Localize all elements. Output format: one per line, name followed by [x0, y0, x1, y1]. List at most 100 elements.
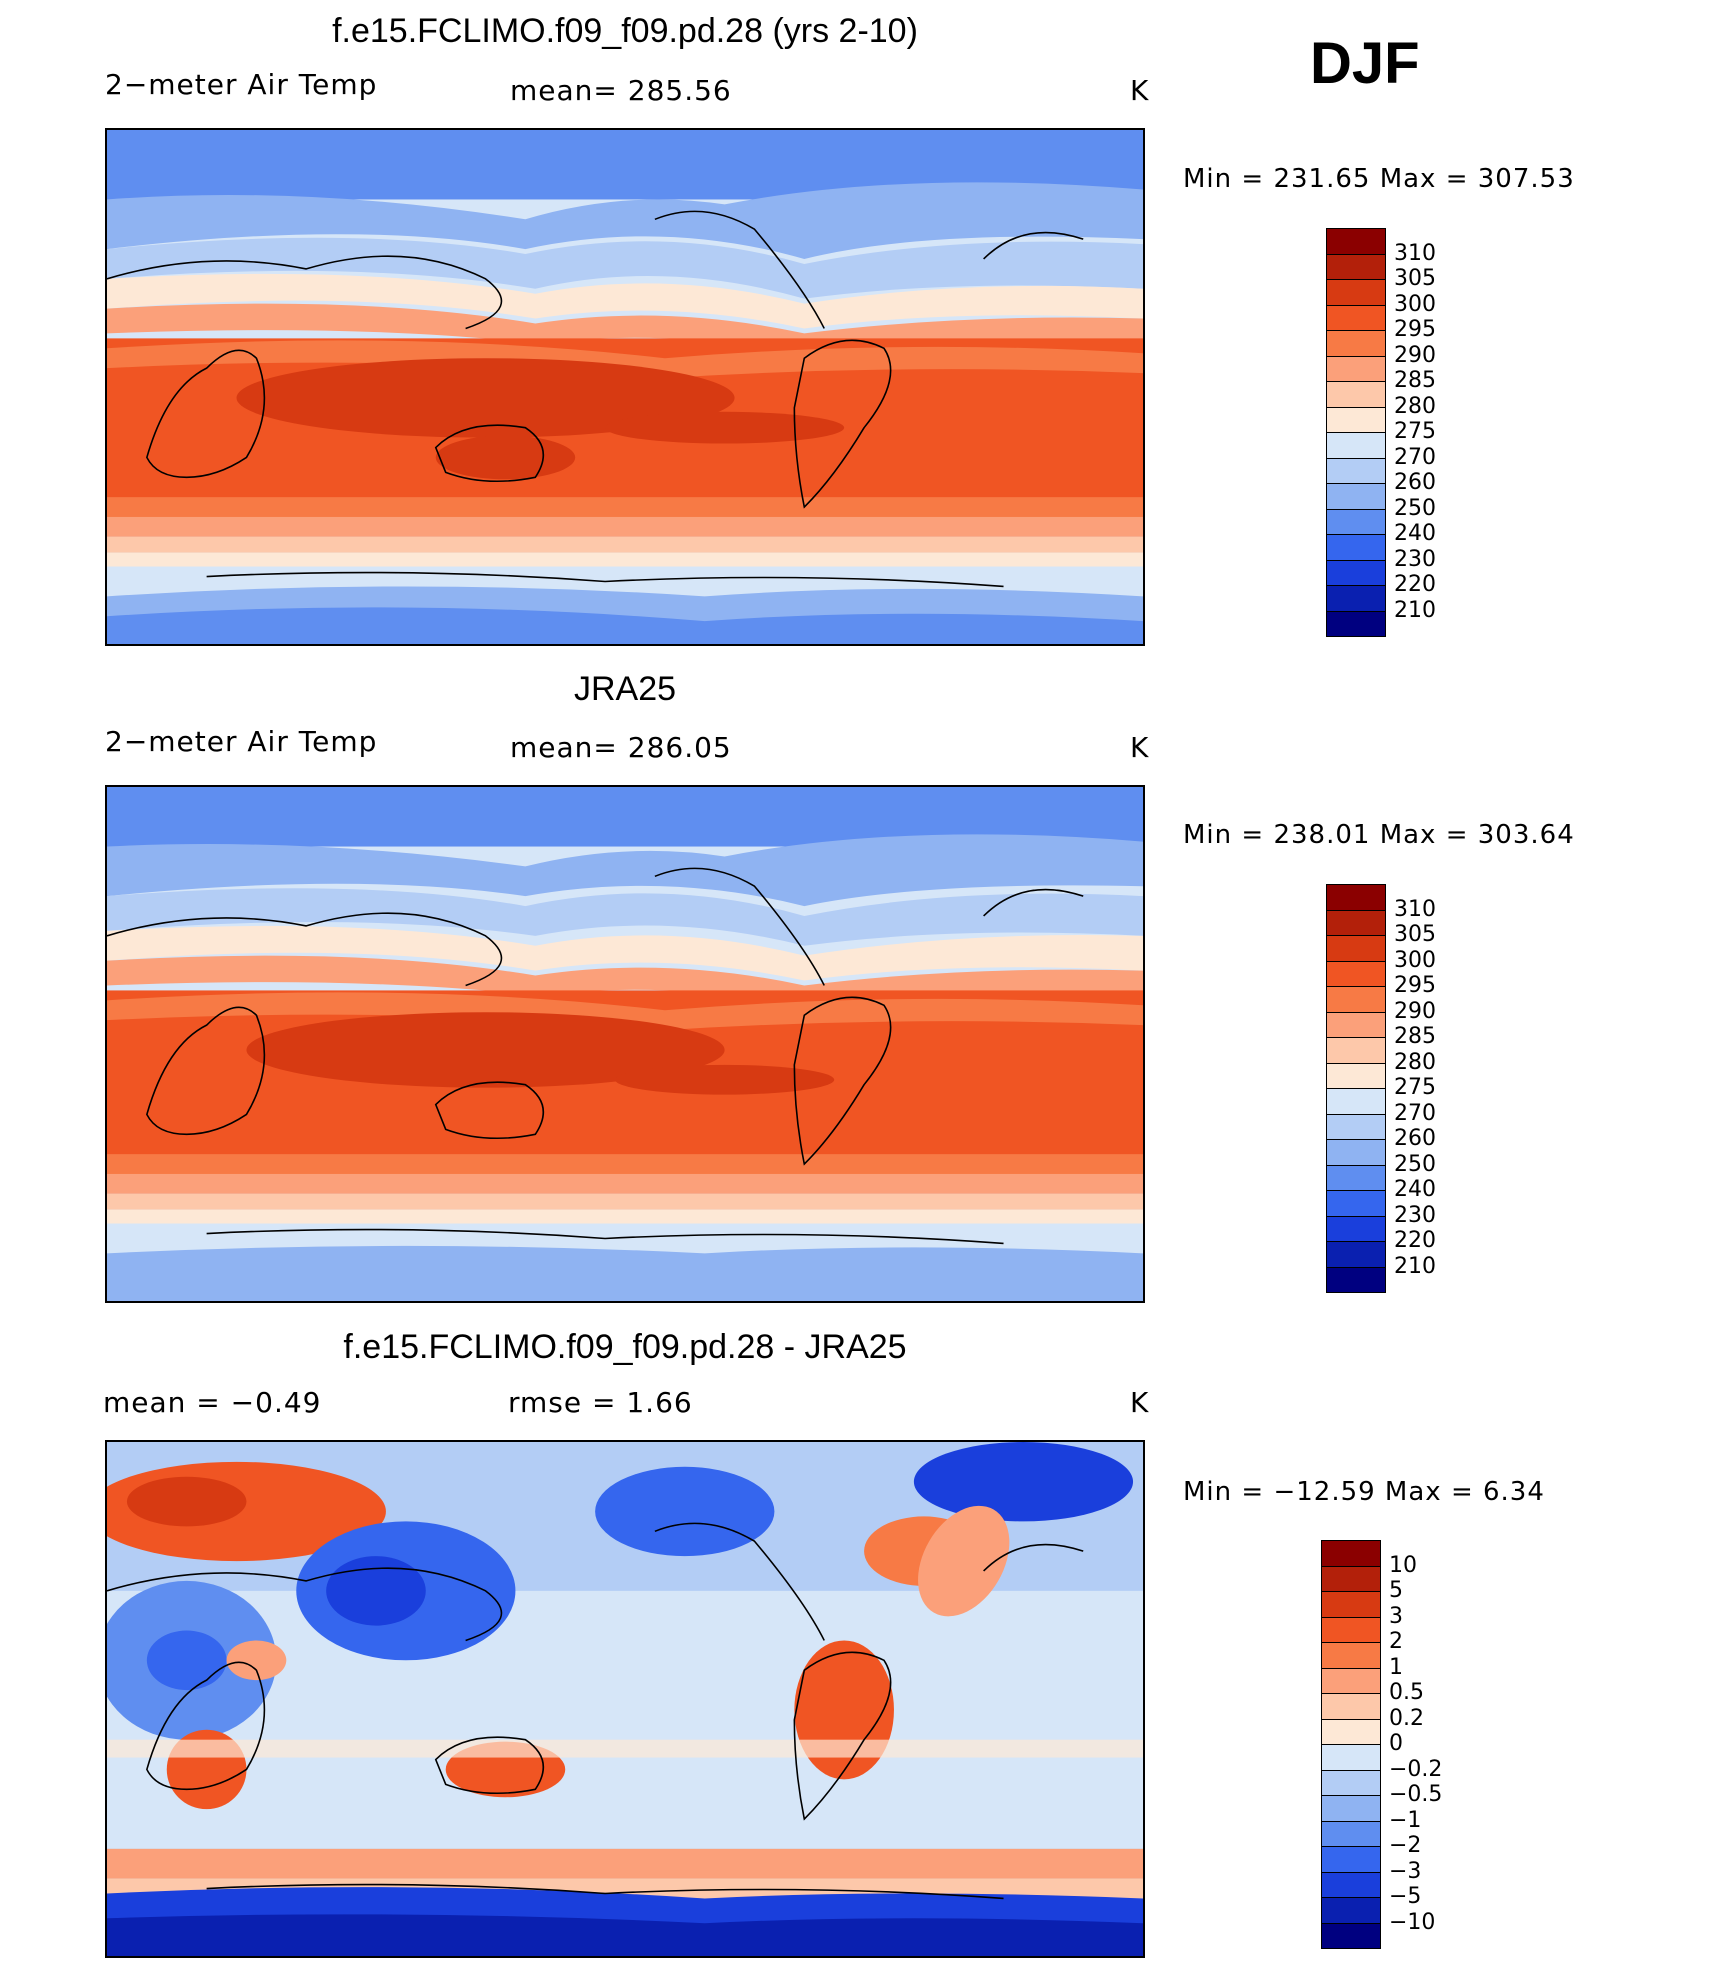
colorbar-tick-label: 305 [1394, 922, 1436, 947]
colorbar-swatch [1326, 1062, 1386, 1089]
colorbar-swatch [1326, 508, 1386, 535]
panel2-title: JRA25 [573, 670, 677, 708]
colorbar-swatch [1321, 1897, 1381, 1924]
colorbar-swatch [1321, 1616, 1381, 1643]
colorbar-swatch [1326, 559, 1386, 586]
colorbar-swatch [1326, 483, 1386, 510]
colorbar-tick-label: −1 [1389, 1807, 1422, 1833]
colorbar-tick-label: 305 [1394, 266, 1436, 291]
colorbar-swatch [1326, 986, 1386, 1013]
colorbar-tick-label: 10 [1389, 1552, 1417, 1578]
panel1-minmax: Min = 231.65 Max = 307.53 [1183, 164, 1575, 194]
colorbar-swatch [1321, 1693, 1381, 1720]
panel3-mean-label: mean = −0.49 [103, 1386, 322, 1419]
colorbar-swatch [1321, 1667, 1381, 1694]
colorbar-tick-label: −0.5 [1389, 1782, 1443, 1807]
colorbar-tick-label: 250 [1394, 495, 1436, 521]
panel3-title: f.e15.FCLIMO.f09_f09.pd.28 - JRA25 [343, 1328, 907, 1366]
colorbar-tick-label: 210 [1394, 1253, 1436, 1279]
colorbar-swatch [1321, 1718, 1381, 1745]
panel2-variable-label: 2−meter Air Temp [105, 725, 378, 758]
colorbar-tick-label: 295 [1394, 317, 1436, 342]
colorbar-tick-label: 295 [1394, 973, 1436, 998]
colorbar-swatch [1326, 610, 1386, 637]
colorbar-tick-label: 290 [1394, 342, 1436, 368]
colorbar-tick-label: 1 [1389, 1654, 1403, 1680]
panel1-mean-label: mean= 285.56 [510, 74, 732, 107]
colorbar-tick-label: 260 [1394, 1126, 1436, 1151]
panel3-map [105, 1440, 1145, 1958]
colorbar-tick-label: 230 [1394, 546, 1436, 572]
colorbar-tick-label: 285 [1394, 368, 1436, 393]
colorbar-swatch [1326, 1190, 1386, 1217]
panel3-units: K [1130, 1386, 1150, 1419]
colorbar-tick-label: 310 [1394, 896, 1436, 922]
colorbar-tick-label: 270 [1394, 444, 1436, 470]
colorbar-tick-label: 3 [1389, 1603, 1403, 1629]
colorbar-tick-label: 270 [1394, 1100, 1436, 1126]
colorbar-tick-label: 250 [1394, 1151, 1436, 1177]
colorbar-swatch [1326, 330, 1386, 357]
colorbar-tick-label: 220 [1394, 572, 1436, 597]
colorbar-swatch [1321, 1642, 1381, 1669]
colorbar-tick-label: 300 [1394, 947, 1436, 973]
colorbar-tick-label: 275 [1394, 1075, 1436, 1100]
colorbar-tick-label: 310 [1394, 240, 1436, 266]
colorbar-tick-label: 2 [1389, 1629, 1403, 1654]
colorbar-tick-label: 290 [1394, 998, 1436, 1024]
colorbar-swatch [1326, 1088, 1386, 1115]
colorbar-tick-label: 5 [1389, 1578, 1403, 1603]
colorbar-swatch [1321, 1540, 1381, 1567]
colorbar-swatch [1326, 534, 1386, 561]
colorbar-tick-label: 240 [1394, 1177, 1436, 1202]
panel1-units: K [1130, 74, 1150, 107]
panel1-variable-label: 2−meter Air Temp [105, 68, 378, 101]
panel2-map [105, 785, 1145, 1303]
colorbar-swatch [1326, 228, 1386, 255]
colorbar-swatch [1326, 585, 1386, 612]
colorbar-tick-label: 210 [1394, 597, 1436, 623]
panel3-minmax: Min = −12.59 Max = 6.34 [1183, 1477, 1545, 1507]
panel2-units: K [1130, 731, 1150, 764]
colorbar-tick-label: 230 [1394, 1202, 1436, 1228]
colorbar-swatch [1326, 406, 1386, 433]
colorbar-tick-label: 285 [1394, 1024, 1436, 1049]
colorbar-swatch [1326, 1113, 1386, 1140]
colorbar-swatch [1326, 432, 1386, 459]
colorbar-tick-label: 300 [1394, 291, 1436, 317]
colorbar-tick-label: 0.5 [1389, 1680, 1424, 1705]
colorbar-tick-label: 260 [1394, 470, 1436, 495]
colorbar-swatch [1326, 279, 1386, 306]
colorbar-tick-label: 0.2 [1389, 1705, 1424, 1731]
colorbar-swatch [1321, 1795, 1381, 1822]
colorbar-tick-label: 275 [1394, 419, 1436, 444]
colorbar-swatch [1326, 909, 1386, 936]
colorbar-swatch [1326, 960, 1386, 987]
colorbar-swatch [1326, 253, 1386, 280]
colorbar-swatch [1321, 1591, 1381, 1618]
panel2-minmax: Min = 238.01 Max = 303.64 [1183, 820, 1575, 850]
colorbar-tick-label: 280 [1394, 393, 1436, 419]
colorbar-tick-label: −3 [1389, 1858, 1422, 1884]
colorbar-tick-label: −10 [1389, 1909, 1436, 1935]
colorbar-swatch [1321, 1744, 1381, 1771]
colorbar-swatch [1326, 1139, 1386, 1166]
colorbar-swatch [1326, 1241, 1386, 1268]
colorbar-swatch [1326, 1011, 1386, 1038]
colorbar-tick-label: 280 [1394, 1049, 1436, 1075]
colorbar-tick-label: 220 [1394, 1228, 1436, 1253]
colorbar-swatch [1326, 884, 1386, 911]
colorbar-swatch [1326, 457, 1386, 484]
colorbar-swatch [1321, 1871, 1381, 1898]
panel1-title: f.e15.FCLIMO.f09_f09.pd.28 (yrs 2-10) [332, 12, 918, 50]
colorbar-swatch [1326, 381, 1386, 408]
colorbar-tick-label: −2 [1389, 1833, 1422, 1858]
colorbar-tick-label: −5 [1389, 1884, 1422, 1909]
colorbar-tick-label: 0 [1389, 1731, 1403, 1756]
colorbar-swatch [1326, 304, 1386, 331]
colorbar-swatch [1326, 1215, 1386, 1242]
colorbar-swatch [1321, 1769, 1381, 1796]
colorbar-swatch [1326, 1037, 1386, 1064]
panel3-rmse-label: rmse = 1.66 [508, 1386, 693, 1419]
colorbar-swatch [1321, 1846, 1381, 1873]
